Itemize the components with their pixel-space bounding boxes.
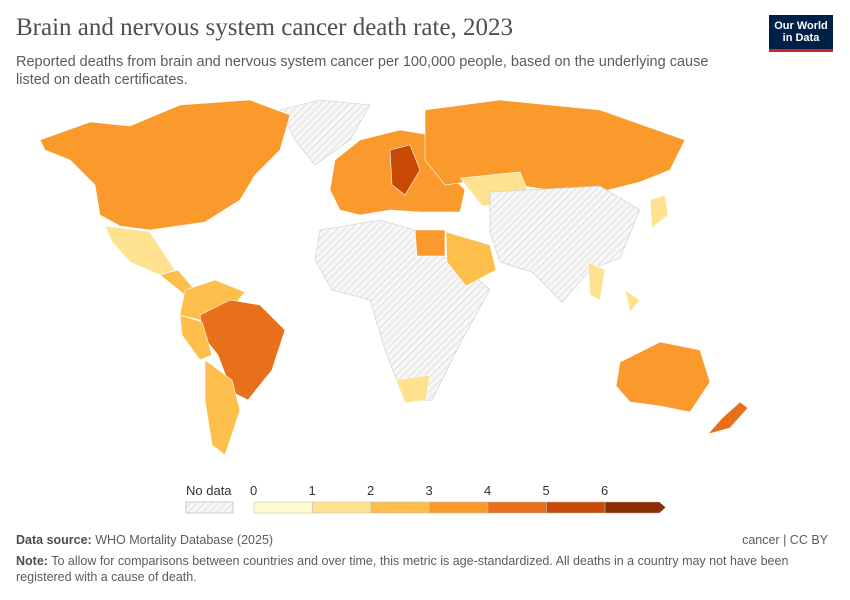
data-source: Data source: WHO Mortality Database (202… [16,533,273,547]
note-label: Note: [16,554,48,568]
legend-bin-1[interactable] [312,501,372,514]
region-japan[interactable] [649,194,669,229]
region-arabia[interactable] [445,231,497,287]
legend-tick-2: 2 [367,483,375,498]
region-central-europe[interactable] [389,144,421,196]
legend-tick-5: 5 [542,483,550,498]
region-south-africa[interactable] [395,374,431,404]
legend-bin-3[interactable] [429,501,489,514]
world-map[interactable] [0,95,850,475]
legend-bin-2[interactable] [370,501,430,514]
chart-title: Brain and nervous system cancer death ra… [16,14,514,41]
legend-bin-0[interactable] [253,501,313,514]
legend-bin-5[interactable] [546,501,606,514]
region-new-zealand[interactable] [707,401,749,435]
region-philippines[interactable] [624,289,641,313]
legend-tick-0: 0 [250,483,258,498]
license[interactable]: cancer | CC BY [742,533,828,547]
note-text: To allow for comparisons between countri… [16,554,789,584]
region-asia[interactable] [489,185,641,303]
legend-bin-6[interactable] [604,501,666,514]
source-label: Data source: [16,533,92,547]
region-greenland[interactable] [279,99,371,166]
legend-tick-4: 4 [484,483,492,498]
source-text: WHO Mortality Database (2025) [95,533,274,547]
legend-bin-4[interactable] [487,501,547,514]
region-brazil[interactable] [199,299,286,401]
region-mexico[interactable] [104,225,176,276]
region-australia[interactable] [615,341,711,413]
owid-logo[interactable]: Our World in Data [769,15,833,52]
note: Note: To allow for comparisons between c… [16,553,826,585]
legend-no-data-swatch [185,501,234,514]
legend-tick-3: 3 [425,483,433,498]
region-argentina[interactable] [204,359,241,456]
region-north-america[interactable] [39,99,291,231]
region-egypt[interactable] [414,229,446,257]
region-russia[interactable] [424,99,686,193]
region-southeast-asia[interactable] [587,261,606,301]
legend-tick-1: 1 [308,483,316,498]
legend-no-data-label: No data [186,483,232,498]
legend-tick-6: 6 [601,483,609,498]
region-peru[interactable] [179,314,213,361]
chart-subtitle: Reported deaths from brain and nervous s… [16,54,709,88]
